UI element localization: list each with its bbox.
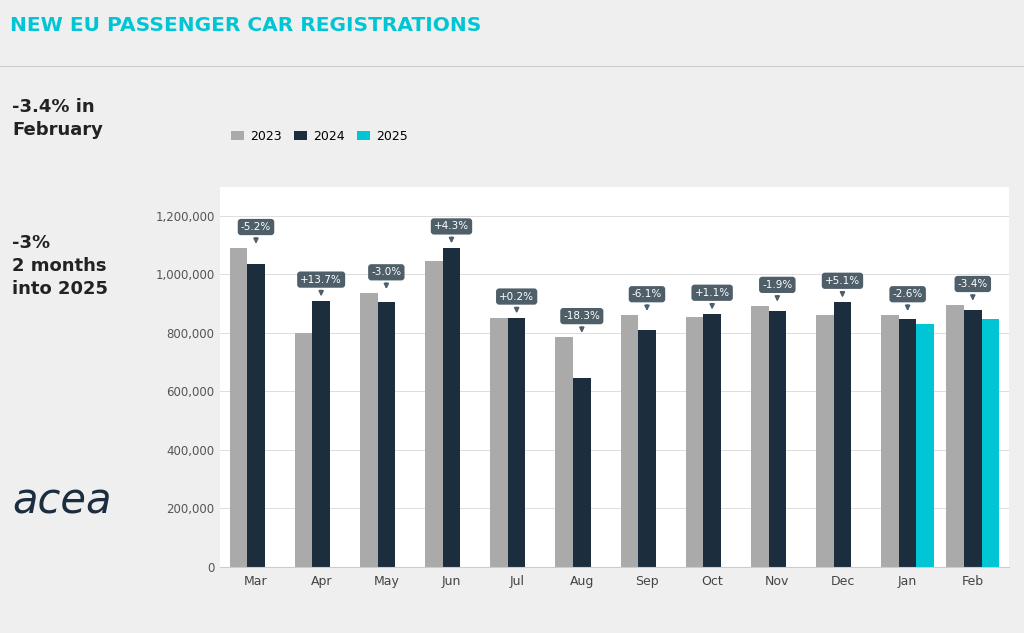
Bar bbox=[916, 324, 934, 567]
Text: +5.1%: +5.1% bbox=[825, 276, 860, 296]
Bar bbox=[882, 315, 899, 567]
Bar bbox=[638, 330, 655, 567]
Text: +4.3%: +4.3% bbox=[434, 222, 469, 241]
Bar bbox=[295, 333, 312, 567]
Text: -3%
2 months
into 2025: -3% 2 months into 2025 bbox=[12, 234, 109, 298]
Bar bbox=[247, 264, 265, 567]
Bar bbox=[982, 319, 999, 567]
Text: -5.2%: -5.2% bbox=[241, 222, 271, 242]
Text: +1.1%: +1.1% bbox=[694, 288, 730, 308]
Text: -3.0%: -3.0% bbox=[372, 267, 401, 287]
Bar bbox=[816, 315, 834, 567]
Bar bbox=[425, 261, 442, 567]
Bar bbox=[964, 310, 982, 567]
Text: -18.3%: -18.3% bbox=[563, 311, 600, 331]
Bar bbox=[573, 378, 591, 567]
Bar bbox=[686, 316, 703, 567]
Text: -1.9%: -1.9% bbox=[762, 280, 793, 300]
Text: -6.1%: -6.1% bbox=[632, 289, 663, 309]
Text: acea: acea bbox=[12, 480, 112, 522]
Text: -3.4% in
February: -3.4% in February bbox=[12, 98, 103, 139]
Text: NEW EU PASSENGER CAR REGISTRATIONS: NEW EU PASSENGER CAR REGISTRATIONS bbox=[10, 16, 481, 35]
Bar bbox=[703, 314, 721, 567]
Legend: 2023, 2024, 2025: 2023, 2024, 2025 bbox=[226, 125, 413, 147]
Bar bbox=[360, 293, 378, 567]
Bar bbox=[312, 301, 330, 567]
Bar bbox=[378, 302, 395, 567]
Bar bbox=[442, 248, 461, 567]
Text: -3.4%: -3.4% bbox=[957, 279, 988, 299]
Text: +0.2%: +0.2% bbox=[499, 292, 535, 311]
Text: +13.7%: +13.7% bbox=[300, 275, 342, 294]
Bar bbox=[555, 337, 573, 567]
Bar bbox=[508, 318, 525, 567]
Bar bbox=[768, 311, 786, 567]
Bar bbox=[899, 319, 916, 567]
Bar bbox=[834, 302, 851, 567]
Bar bbox=[621, 315, 638, 567]
Bar bbox=[751, 306, 768, 567]
Bar bbox=[490, 318, 508, 567]
Bar bbox=[229, 248, 247, 567]
Bar bbox=[946, 305, 964, 567]
Text: -2.6%: -2.6% bbox=[893, 289, 923, 309]
